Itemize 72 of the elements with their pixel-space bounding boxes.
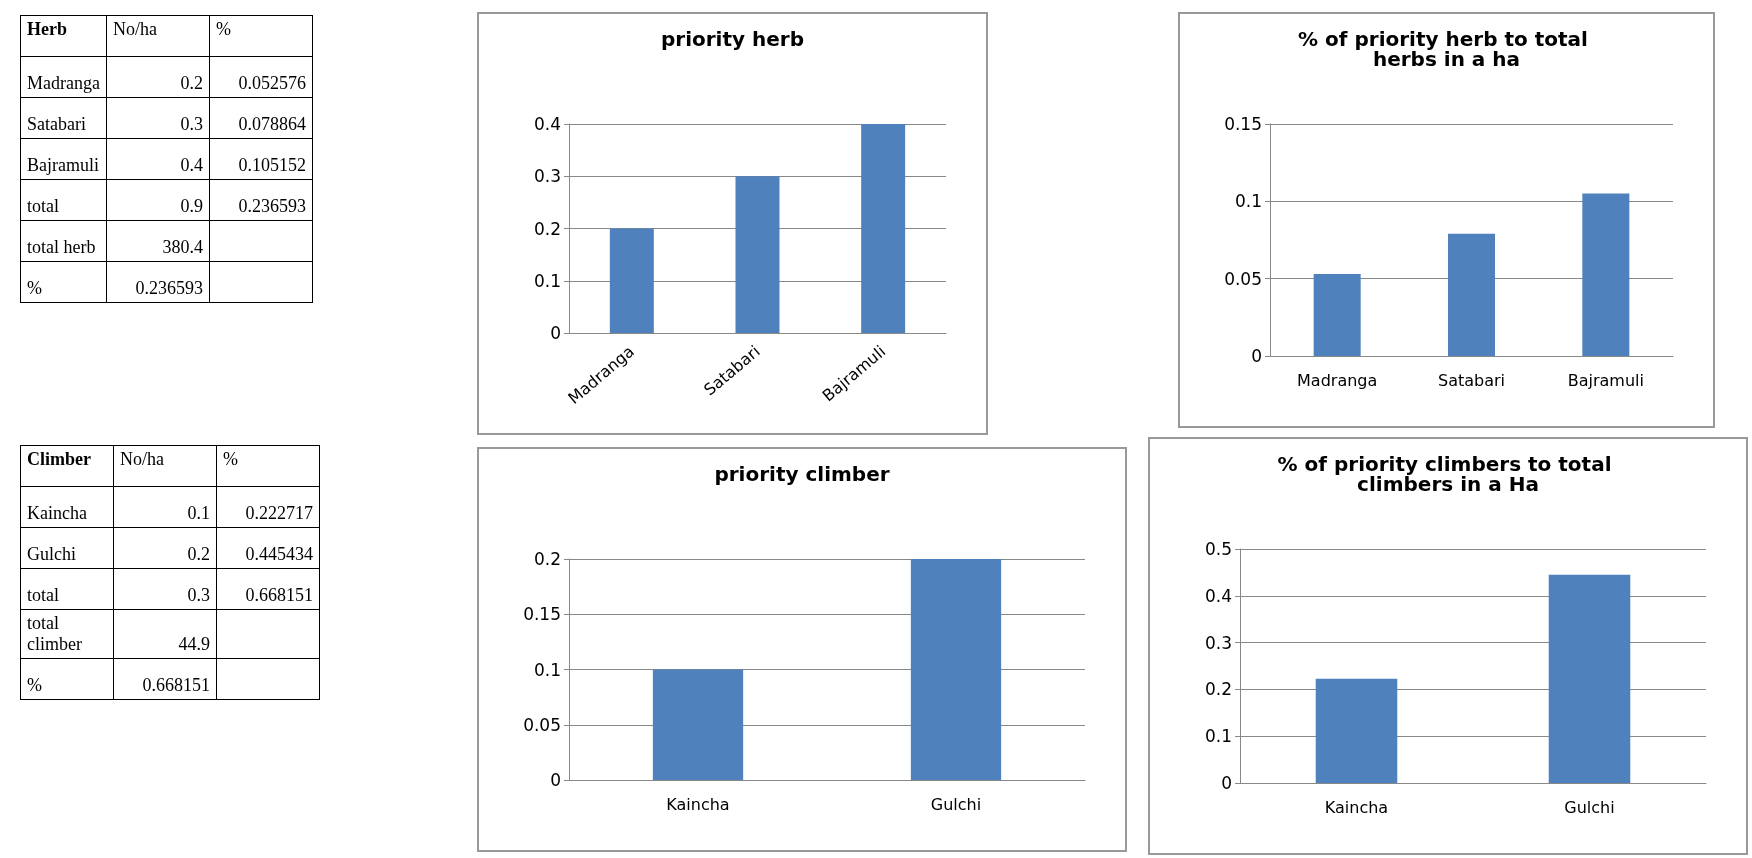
text: 0.236593 [238, 196, 306, 216]
y-tick-label: 0.1 [1204, 726, 1232, 747]
x-tick-label: Gulchi [930, 794, 982, 814]
bar [609, 228, 654, 333]
x-tick-label: Gulchi [1564, 797, 1615, 817]
y-tick-label: 0 [550, 323, 561, 343]
x-tick-label: Madranga [1297, 370, 1378, 390]
text: Satabari [27, 114, 86, 134]
chart-title: priority herb [660, 27, 805, 51]
text: 0.2 [187, 544, 210, 564]
y-tick-label: 0.1 [533, 659, 561, 680]
text: Kaincha [27, 503, 87, 523]
chart-title: % of priority herb to total herbs in a ha [1298, 27, 1595, 71]
y-tick-label: 0.05 [1224, 268, 1262, 289]
y-tick-label: 0.1 [533, 270, 561, 291]
x-tick-label: Bajramuli [1567, 370, 1644, 390]
category-label: Climber [20, 445, 114, 487]
bar [861, 124, 906, 333]
bar [1313, 274, 1361, 356]
text: 0.052576 [238, 73, 306, 93]
text: 0.2 [180, 73, 203, 93]
y-tick-label: 0.4 [1204, 585, 1232, 606]
x-tick-label: Kaincha [666, 794, 730, 814]
text: 0.9 [180, 196, 203, 216]
category-label: % [216, 445, 320, 487]
text: total herb [27, 237, 96, 257]
category-label: Herb [20, 15, 107, 57]
text: 44.9 [178, 634, 210, 654]
text: 0.1 [187, 503, 210, 523]
y-tick-label: 0.15 [1224, 114, 1262, 134]
chart-title: priority climber [714, 462, 890, 486]
y-tick-label: 0.2 [533, 218, 561, 239]
text: 0.445434 [245, 544, 313, 564]
bar [735, 176, 780, 333]
text: total [27, 196, 59, 216]
text: total [27, 585, 59, 605]
text: Bajramuli [27, 155, 99, 175]
text: Madranga [27, 73, 100, 93]
text: Gulchi [27, 544, 76, 564]
y-tick-label: 0 [1251, 346, 1262, 366]
text: 0.668151 [245, 585, 313, 605]
category-label: % [209, 15, 313, 57]
text: 0.078864 [238, 114, 306, 134]
text: % [27, 278, 42, 298]
y-tick-label: 0.2 [1204, 679, 1232, 700]
chart-title: % of priority climbers to total climbers in a Ha [1277, 452, 1619, 496]
text: 0.3 [180, 114, 203, 134]
y-tick-label: 0 [550, 770, 561, 790]
text: 0.222717 [245, 503, 313, 523]
x-tick-label: Satabari [1437, 370, 1506, 390]
text: % [27, 675, 42, 695]
y-tick-label: 0.15 [523, 604, 561, 625]
y-tick-label: 0.1 [1234, 191, 1262, 212]
y-tick-label: 0.05 [523, 714, 561, 735]
text: total climber [27, 613, 82, 654]
category-label: No/ha [106, 15, 210, 57]
x-tick-label: Kaincha [1324, 797, 1389, 817]
y-tick-label: 0.2 [533, 549, 561, 569]
category-label: No/ha [113, 445, 217, 487]
y-tick-label: 0.3 [1204, 632, 1232, 653]
bar [1447, 233, 1496, 356]
text: 380.4 [162, 237, 203, 257]
y-tick-label: 0.4 [533, 114, 561, 134]
bar [1582, 193, 1630, 356]
text: 0.668151 [142, 675, 210, 695]
y-tick-label: 0.3 [533, 166, 561, 187]
text: 0.105152 [238, 155, 306, 175]
text: 0.4 [180, 155, 203, 175]
text: 0.3 [187, 585, 210, 605]
y-tick-label: 0.5 [1204, 539, 1232, 559]
y-tick-label: 0 [1221, 773, 1232, 793]
text: 0.236593 [135, 278, 203, 298]
